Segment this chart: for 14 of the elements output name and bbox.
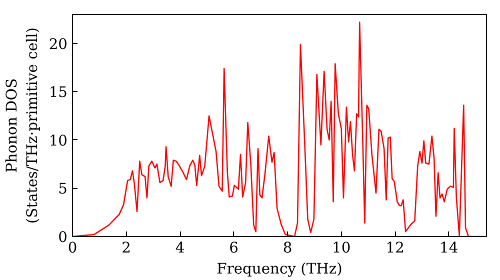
x-tick-label: 10 (332, 240, 351, 256)
y-tick-label: 5 (58, 180, 68, 198)
x-tick-label: 12 (386, 240, 404, 256)
x-tick-label: 14 (440, 240, 458, 256)
x-tick-label: 8 (282, 240, 292, 256)
y-tick-label: 20 (48, 36, 68, 53)
y-axis-title: Phonon DOS (States/THz·primitive cell) (3, 27, 41, 224)
x-tick-label: 6 (229, 240, 238, 256)
y-tick-label: 0 (58, 229, 68, 246)
y-tick-label: 15 (48, 84, 68, 102)
x-axis-title: Frequency (THz) (216, 260, 342, 278)
x-tick-label: 2 (122, 240, 131, 256)
x-tick-label: 4 (175, 240, 185, 256)
y-tick-label: 10 (48, 132, 68, 150)
